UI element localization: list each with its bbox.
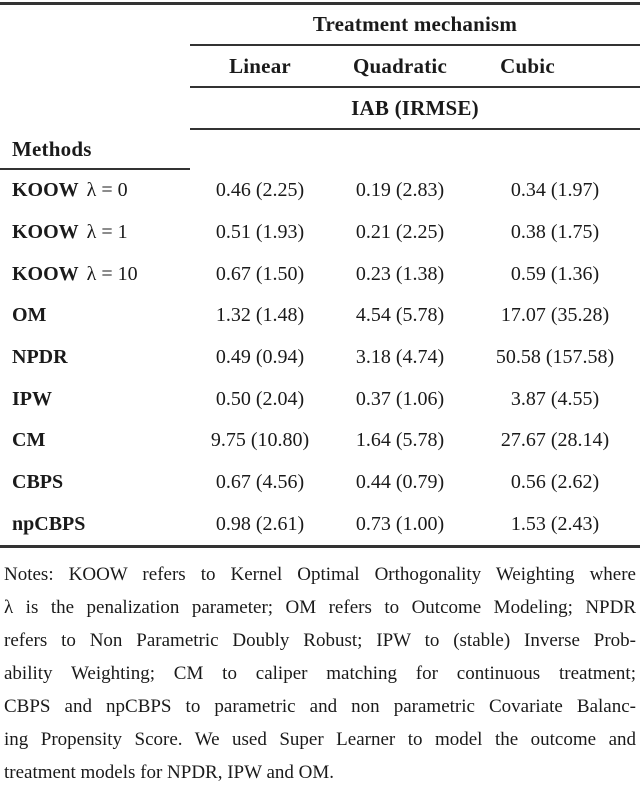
method-label: CBPS (12, 470, 64, 493)
notes-line: Notes: KOOW refers to Kernel Optimal Ort… (4, 563, 636, 585)
method-name: npCBPS (0, 503, 190, 545)
method-label: KOOW (12, 262, 79, 285)
method-label: IPW (12, 387, 52, 410)
table-cell: 0.38 (1.75) (510, 220, 600, 243)
header-spacer (190, 130, 640, 170)
table-cell: 0.34 (1.97) (510, 179, 600, 202)
method-name: KOOW λ = 0 (0, 170, 190, 212)
table-cell: 3.87 (4.55) (510, 387, 600, 410)
method-name: OM (0, 295, 190, 337)
treatment-mechanism-header: Treatment mechanism (190, 5, 640, 46)
header-spacer (0, 5, 190, 46)
table-cell: 0.67 (1.50) (215, 262, 305, 285)
method-param: λ = 10 (86, 262, 138, 285)
table-cell: 4.54 (5.78) (355, 304, 445, 327)
method-label: npCBPS (12, 512, 86, 535)
column-header-quadratic: Quadratic (330, 46, 470, 88)
method-param: λ = 0 (86, 179, 128, 202)
iab-irmse-subheader: IAB (IRMSE) (190, 88, 640, 130)
notes-line: treatment models for NPDR, IPW and OM. (4, 761, 334, 783)
table-cell: 0.44 (0.79) (355, 470, 445, 493)
method-param: λ = 1 (86, 220, 128, 243)
table-cell: 3.18 (4.74) (355, 345, 445, 368)
table-cell: 0.46 (2.25) (215, 179, 305, 202)
method-name: CBPS (0, 462, 190, 504)
notes-line: ing Propensity Score. We used Super Lear… (4, 728, 636, 750)
table-cell: 0.56 (2.62) (510, 470, 600, 493)
notes-line: CBPS and npCBPS to parametric and non pa… (4, 695, 636, 717)
method-name: IPW (0, 378, 190, 420)
table-cell: 0.23 (1.38) (355, 262, 445, 285)
table-notes: Notes: KOOW refers to Kernel Optimal Ort… (0, 558, 640, 789)
notes-line: refers to Non Parametric Doubly Robust; … (4, 629, 636, 651)
header-spacer (0, 88, 190, 130)
method-label: KOOW (12, 220, 79, 243)
table-cell: 0.50 (2.04) (215, 387, 305, 410)
table-cell: 17.07 (35.28) (500, 304, 610, 327)
method-label: CM (12, 429, 46, 452)
table-cell: 0.67 (4.56) (215, 470, 305, 493)
method-label: OM (12, 304, 47, 327)
table-cell: 50.58 (157.58) (495, 345, 615, 368)
table-cell: 0.49 (0.94) (215, 345, 305, 368)
table-cell: 27.67 (28.14) (500, 429, 610, 452)
results-table: Treatment mechanism Linear Quadratic Cub… (0, 2, 640, 548)
method-name: CM (0, 420, 190, 462)
methods-label: Methods (0, 130, 190, 170)
method-name: NPDR (0, 337, 190, 379)
table-cell: 0.59 (1.36) (510, 262, 600, 285)
table-cell: 0.73 (1.00) (355, 512, 445, 535)
notes-line: ability Weighting; CM to caliper matchin… (4, 662, 636, 684)
notes-line: λ is the penalization parameter; OM refe… (4, 596, 636, 618)
method-label: NPDR (12, 345, 68, 368)
table-cell: 0.51 (1.93) (215, 220, 305, 243)
column-header-cubic: Cubic (470, 46, 640, 88)
method-name: KOOW λ = 1 (0, 212, 190, 254)
method-name: KOOW λ = 10 (0, 253, 190, 295)
table-cell: 9.75 (10.80) (210, 429, 310, 452)
table-cell: 1.53 (2.43) (510, 512, 600, 535)
table-cell: 0.19 (2.83) (355, 179, 445, 202)
table-cell: 0.98 (2.61) (215, 512, 305, 535)
method-label: KOOW (12, 179, 79, 202)
table-cell: 1.32 (1.48) (215, 304, 305, 327)
table-cell: 0.21 (2.25) (355, 220, 445, 243)
column-header-linear: Linear (190, 46, 330, 88)
table-cell: 0.37 (1.06) (355, 387, 445, 410)
table-cell: 1.64 (5.78) (355, 429, 445, 452)
header-spacer (0, 46, 190, 88)
